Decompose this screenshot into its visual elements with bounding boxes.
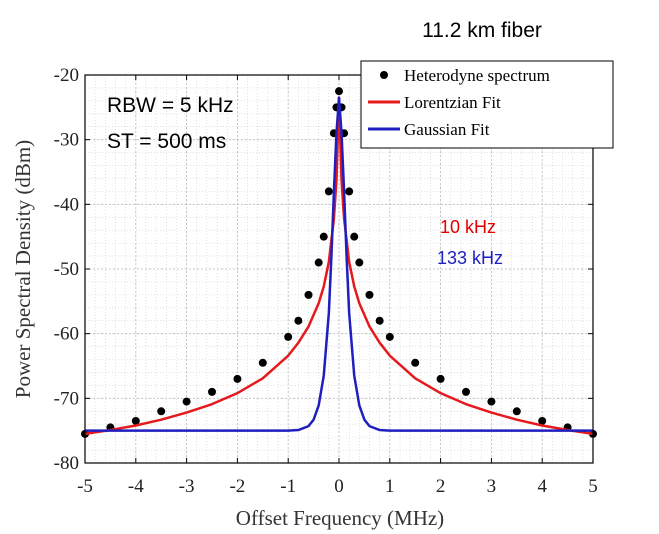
gaussian-fit-line: [85, 96, 593, 432]
heterodyne-data-point: [538, 416, 547, 425]
legend-label-lorentzian: Lorentzian Fit: [404, 93, 501, 112]
heterodyne-data-point: [365, 290, 374, 299]
heterodyne-data-point: [385, 332, 394, 341]
chart-title: 11.2 km fiber: [422, 19, 542, 42]
x-tick-label: 0: [334, 476, 344, 497]
heterodyne-data-point: [157, 407, 166, 416]
x-tick-label: -2: [229, 476, 245, 497]
heterodyne-data-point: [314, 258, 323, 267]
heterodyne-data-point: [294, 316, 303, 325]
x-tick-label: -1: [280, 476, 296, 497]
heterodyne-data-point: [284, 332, 293, 341]
y-tick-label: -60: [54, 324, 79, 345]
y-tick-label: -50: [54, 259, 79, 280]
x-tick-label: 2: [436, 476, 446, 497]
heterodyne-data-point: [411, 358, 420, 367]
x-tick-label: 4: [537, 476, 547, 497]
sweep-time-annotation: ST = 500 ms: [107, 130, 226, 153]
heterodyne-data-point: [335, 87, 343, 96]
heterodyne-data-point: [512, 407, 521, 416]
legend-marker-heterodyne: [380, 71, 388, 79]
heterodyne-data-point: [233, 374, 242, 383]
plot-series: [81, 87, 597, 438]
x-axis-label: Offset Frequency (MHz): [236, 506, 444, 530]
heterodyne-data-point: [258, 358, 267, 367]
legend-label-heterodyne: Heterodyne spectrum: [404, 66, 550, 85]
gaussian-linewidth-annotation: 133 kHz: [437, 248, 503, 268]
x-tick-label: 1: [385, 476, 395, 497]
heterodyne-data-point: [345, 187, 354, 196]
heterodyne-data-point: [487, 397, 496, 406]
y-tick-label: -30: [54, 130, 79, 151]
lorentzian-linewidth-annotation: 10 kHz: [440, 217, 496, 237]
x-tick-label: -3: [179, 476, 195, 497]
legend-label-gaussian: Gaussian Fit: [404, 120, 490, 139]
heterodyne-data-point: [208, 387, 216, 396]
heterodyne-data-point: [319, 232, 328, 241]
rbw-annotation: RBW = 5 kHz: [107, 94, 234, 117]
legend-box: [360, 60, 614, 149]
y-axis-label: Power Spectral Density (dBm): [11, 140, 35, 398]
x-tick-label: 5: [588, 476, 598, 497]
x-tick-label: -4: [128, 476, 144, 497]
y-tick-label: -70: [54, 388, 79, 409]
heterodyne-data-point: [462, 387, 470, 396]
heterodyne-data-point: [436, 374, 445, 383]
heterodyne-data-point: [182, 397, 191, 406]
y-axis-ticks: -80 -70 -60 -50 -40 -30 -20: [54, 65, 593, 474]
heterodyne-data-point: [304, 290, 313, 299]
x-tick-label: -5: [77, 476, 93, 497]
heterodyne-data-point: [355, 258, 364, 267]
legend: Heterodyne spectrum Lorentzian Fit Gauss…: [360, 60, 614, 149]
heterodyne-data-point: [375, 316, 384, 325]
x-tick-label: 3: [487, 476, 497, 497]
y-tick-label: -20: [54, 65, 79, 86]
heterodyne-data-point: [131, 416, 140, 425]
y-tick-label: -40: [54, 194, 79, 215]
heterodyne-data-point: [350, 232, 359, 241]
y-tick-label: -80: [54, 453, 79, 474]
heterodyne-data-point: [324, 187, 333, 196]
